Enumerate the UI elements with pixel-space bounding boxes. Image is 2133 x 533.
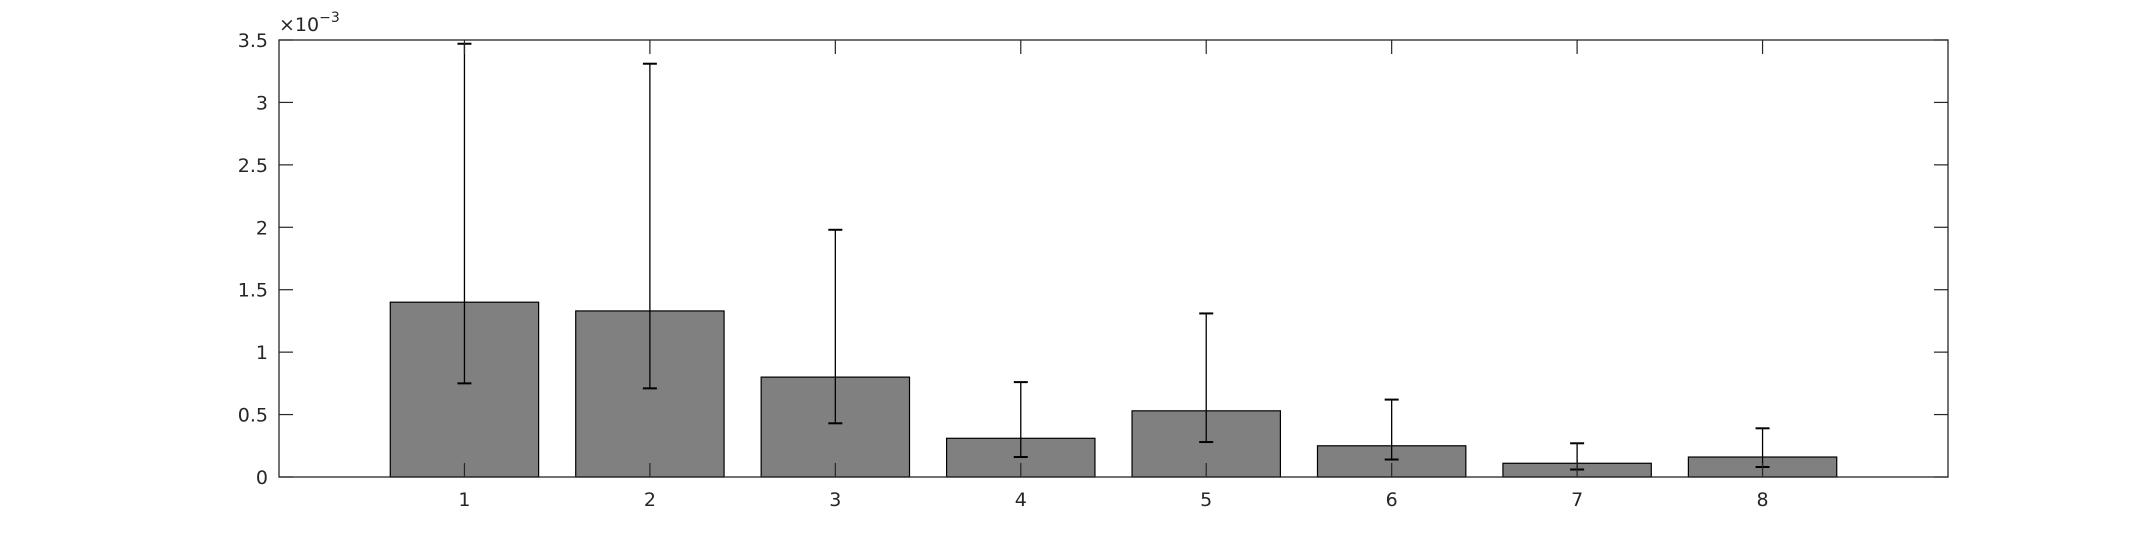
y-tick-label: 0.5	[238, 405, 268, 427]
y-tick-label: 1.5	[238, 280, 268, 302]
x-tick-label: 5	[1200, 489, 1212, 511]
error-bars-group	[457, 42, 1770, 471]
x-tick-label: 1	[458, 489, 470, 511]
plot-area-frame	[278, 39, 1949, 478]
y-tick-label: 2	[256, 217, 268, 239]
x-tick-label: 4	[1015, 489, 1027, 511]
y-tick-label: 3	[256, 92, 268, 114]
y-tick-label: 3.5	[238, 30, 268, 52]
x-tick-labels: 1 2 3 4 5 6 7 8	[458, 489, 1768, 511]
error-bar-4	[1013, 381, 1028, 459]
error-bar-5	[1199, 312, 1214, 444]
x-tick-label: 2	[644, 489, 656, 511]
error-bar-6	[1384, 398, 1399, 461]
x-tick-label: 7	[1571, 489, 1583, 511]
error-bar-2	[642, 62, 657, 390]
y-tick-labels: 0 0.5 1 1.5 2 2.5 3 3.5	[238, 30, 268, 489]
x-tick-label: 6	[1386, 489, 1398, 511]
y-tick-label: 2.5	[238, 155, 268, 177]
y-tick-label: 1	[256, 342, 268, 364]
error-bar-3	[828, 228, 843, 425]
y-exponent-label: ×10−3	[279, 10, 340, 36]
y-exponent-base: ×10	[279, 14, 319, 36]
x-tick-label: 3	[829, 489, 841, 511]
axis-ticks-group	[279, 39, 1948, 478]
bars-group	[389, 301, 1838, 478]
x-tick-label: 8	[1757, 489, 1769, 511]
y-exponent-power: −3	[319, 10, 340, 26]
y-tick-label: 0	[256, 467, 268, 489]
